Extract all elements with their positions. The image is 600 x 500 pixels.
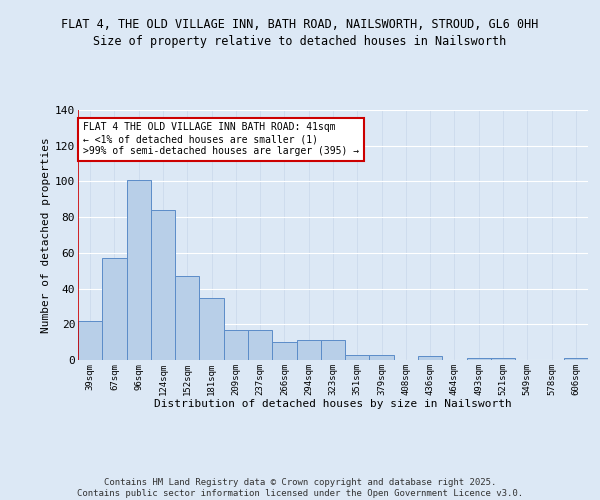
Bar bbox=[564, 358, 588, 360]
Text: FLAT 4 THE OLD VILLAGE INN BATH ROAD: 41sqm
← <1% of detached houses are smaller: FLAT 4 THE OLD VILLAGE INN BATH ROAD: 41… bbox=[83, 122, 359, 156]
Bar bbox=[151, 210, 175, 360]
Bar bbox=[248, 330, 272, 360]
Text: Size of property relative to detached houses in Nailsworth: Size of property relative to detached ho… bbox=[94, 35, 506, 48]
Bar bbox=[491, 358, 515, 360]
Bar bbox=[199, 298, 224, 360]
Text: Contains HM Land Registry data © Crown copyright and database right 2025.
Contai: Contains HM Land Registry data © Crown c… bbox=[77, 478, 523, 498]
Bar bbox=[296, 340, 321, 360]
Bar bbox=[127, 180, 151, 360]
Bar bbox=[370, 354, 394, 360]
Bar bbox=[321, 340, 345, 360]
Bar bbox=[418, 356, 442, 360]
Bar bbox=[78, 320, 102, 360]
Text: FLAT 4, THE OLD VILLAGE INN, BATH ROAD, NAILSWORTH, STROUD, GL6 0HH: FLAT 4, THE OLD VILLAGE INN, BATH ROAD, … bbox=[61, 18, 539, 30]
Bar bbox=[224, 330, 248, 360]
Bar bbox=[345, 354, 370, 360]
Y-axis label: Number of detached properties: Number of detached properties bbox=[41, 137, 51, 333]
Bar bbox=[175, 276, 199, 360]
X-axis label: Distribution of detached houses by size in Nailsworth: Distribution of detached houses by size … bbox=[154, 399, 512, 409]
Bar bbox=[272, 342, 296, 360]
Bar bbox=[102, 258, 127, 360]
Bar bbox=[467, 358, 491, 360]
